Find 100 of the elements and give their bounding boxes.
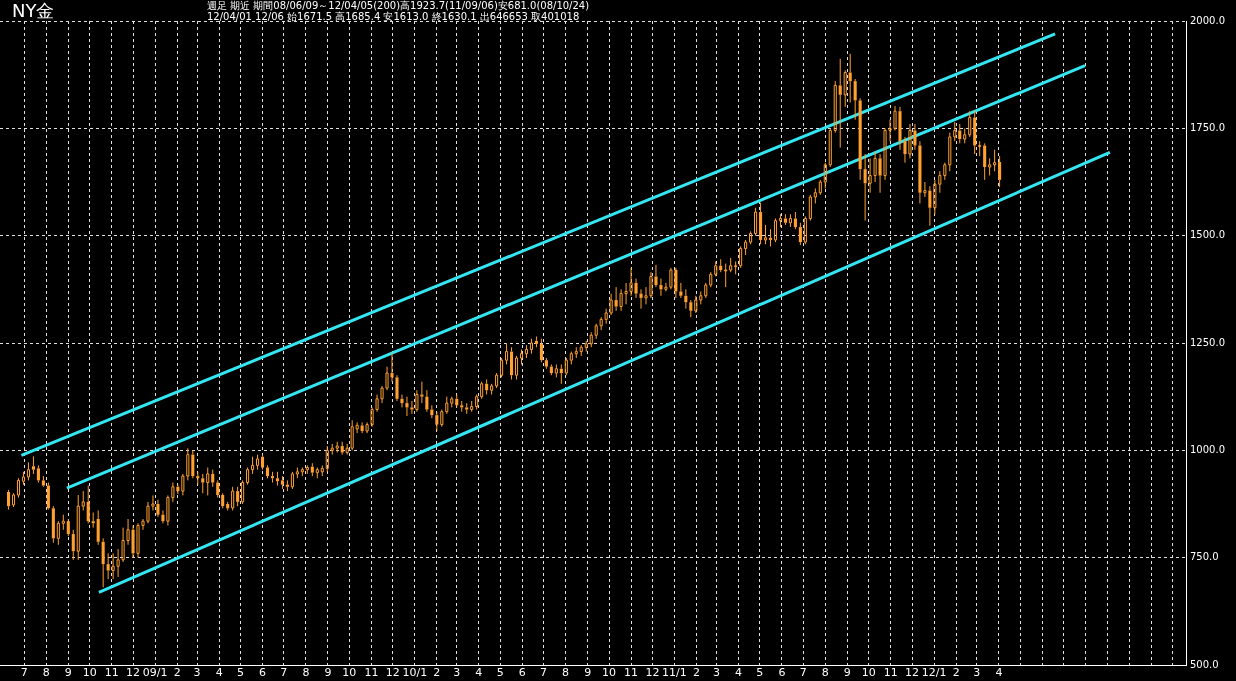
x-tick-label: 12 (645, 666, 660, 680)
x-tick-label: 10/1 (402, 666, 428, 680)
candlestick (579, 344, 583, 357)
candlestick (485, 378, 489, 396)
candlestick (66, 518, 70, 537)
x-tick-label: 11 (883, 666, 898, 680)
chart-title: NY金 (12, 0, 55, 21)
x-tick-label: 9 (584, 666, 592, 680)
x-tick-label: 12 (126, 666, 141, 680)
candlestick (659, 278, 663, 297)
candlestick (993, 149, 997, 172)
x-tick-label: 3 (712, 666, 720, 680)
x-tick-label: 8 (302, 666, 310, 680)
x-tick-label: 8 (562, 666, 570, 680)
x-tick-label: 2 (952, 666, 960, 680)
y-tick-label: 500.0 (1190, 658, 1219, 670)
x-tick-label: 2 (173, 666, 181, 680)
x-tick-label: 5 (236, 666, 244, 680)
x-tick-label: 10 (342, 666, 357, 680)
candlestick (161, 509, 165, 524)
candlestick (310, 462, 314, 477)
candlestick (549, 363, 553, 376)
x-tick-label: 3 (973, 666, 981, 680)
candlestick (559, 363, 563, 385)
candlestick (679, 282, 683, 299)
candlestick (6, 489, 11, 511)
candlestick (275, 471, 280, 487)
x-tick-label: 4 (475, 666, 483, 680)
candlestick (983, 142, 987, 181)
x-tick-label: 4 (734, 666, 742, 680)
candlestick (86, 485, 90, 524)
candlestick (544, 357, 548, 370)
y-tick-label: 1750.0 (1190, 121, 1225, 133)
candlestick (96, 509, 100, 546)
candlestick (918, 140, 922, 204)
candlestick (71, 529, 75, 561)
candlestick (201, 473, 205, 494)
candlestick (221, 492, 225, 509)
candlestick (425, 389, 429, 413)
candlestick (455, 394, 459, 408)
x-tick-label: 7 (540, 666, 548, 680)
candlestick (988, 157, 992, 177)
candlestick (46, 482, 50, 509)
x-tick-label: 3 (193, 666, 201, 680)
candlestick (400, 394, 404, 408)
candlestick (684, 288, 688, 310)
candlestick (719, 258, 723, 273)
x-tick-label: 11 (364, 666, 379, 680)
candlestick (305, 464, 309, 475)
candlestick (101, 537, 105, 588)
y-tick-label: 1250.0 (1190, 336, 1225, 348)
candlestick (778, 213, 783, 228)
candlestick (759, 202, 763, 245)
x-tick-label: 11 (624, 666, 639, 680)
x-tick-label: 5 (756, 666, 764, 680)
x-tick-label: 09/1 (142, 666, 168, 680)
x-tick-label: 9 (324, 666, 332, 680)
chart-subtitle: 週足 期近 期間08/06/09～12/04/05(200)高1923.7(11/09/06)安681.0(08/10/24) (207, 0, 590, 11)
candlestick (320, 464, 324, 477)
candlestick (798, 222, 802, 246)
x-tick-label: 4 (215, 666, 223, 680)
x-tick-label: 12 (385, 666, 400, 680)
candlestick (216, 479, 220, 499)
x-tick-label: 8 (821, 666, 829, 680)
x-tick-label: 7 (799, 666, 807, 680)
x-tick-label: 12/1 (921, 666, 947, 680)
candlestick (260, 454, 265, 471)
candlestick (51, 505, 55, 544)
x-tick-label: 6 (518, 666, 526, 680)
y-tick-label: 750.0 (1190, 551, 1219, 563)
candlestick (739, 245, 743, 269)
candlestick (539, 338, 543, 363)
x-tick-label: 10 (82, 666, 97, 680)
x-tick-label: 9 (843, 666, 851, 680)
candlestick (833, 80, 837, 134)
x-tick-label: 10 (602, 666, 617, 680)
candlestick (973, 109, 977, 155)
candlestick (724, 263, 728, 288)
candlestick (251, 456, 255, 475)
y-tick-label: 1500.0 (1190, 229, 1225, 241)
x-tick-label: 11 (104, 666, 119, 680)
candlestick (858, 97, 862, 181)
candlestick (36, 464, 40, 484)
x-tick-label: 6 (778, 666, 786, 680)
x-tick-label: 11/1 (662, 666, 687, 680)
annotation: 12/04/01 12/06 始1671.5 高1685.4 安1613.0 終1630.1 出646653 取401018 (207, 11, 580, 22)
y-tick-label: 2000.0 (1190, 14, 1225, 26)
candlestick (828, 127, 832, 168)
x-tick-label: 6 (259, 666, 267, 680)
candlestick (509, 346, 514, 380)
x-tick-label: 7 (20, 666, 28, 680)
x-tick-label: 2 (433, 666, 441, 680)
x-tick-label: 10 (861, 666, 876, 680)
candlestick (853, 78, 857, 121)
candlestick (31, 455, 35, 475)
x-tick-label: 3 (453, 666, 461, 680)
candlestick (838, 58, 842, 149)
candlestick (410, 400, 414, 415)
candlestick (226, 501, 230, 511)
x-tick-label: 9 (64, 666, 72, 680)
